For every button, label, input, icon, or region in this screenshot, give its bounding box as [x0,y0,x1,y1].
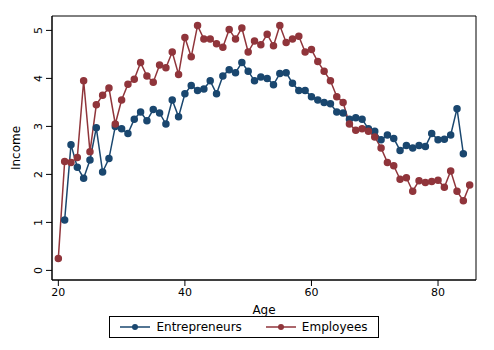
svg-text:40: 40 [178,286,192,299]
svg-text:Age: Age [252,303,275,317]
svg-text:5: 5 [32,27,45,34]
svg-text:80: 80 [431,286,445,299]
svg-text:3: 3 [32,123,45,130]
html-text:Employees: Employees [301,320,368,334]
html-text:Entrepreneurs: Entrepreneurs [156,320,242,334]
svg-text:2: 2 [32,171,45,178]
svg-text:Income: Income [9,126,23,170]
svg-text:4: 4 [32,75,45,82]
svg-text:60: 60 [304,286,318,299]
svg-text:1: 1 [32,219,45,226]
svg-text:0: 0 [32,267,45,274]
svg-text:20: 20 [51,286,65,299]
